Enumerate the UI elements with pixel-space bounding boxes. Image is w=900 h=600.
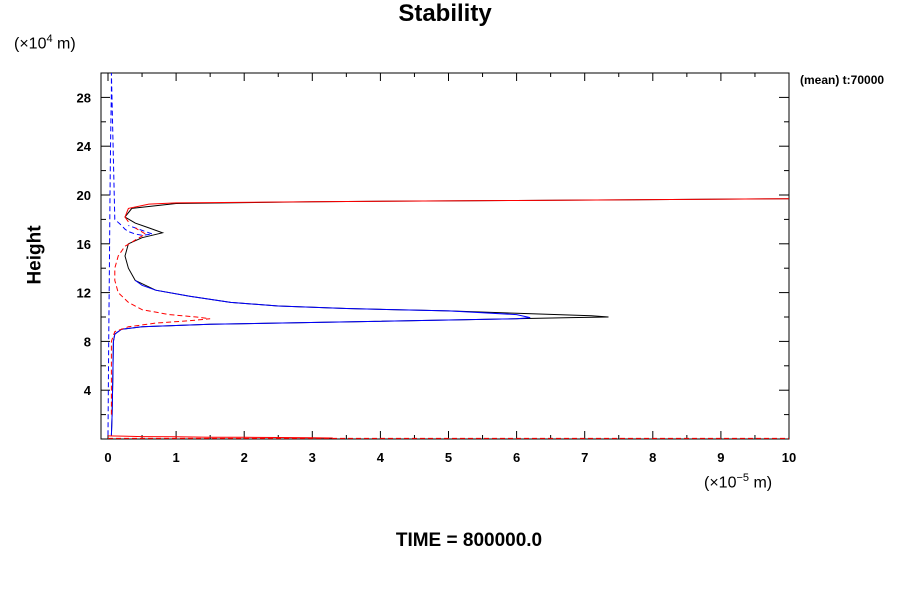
series-line-3 [107,72,153,436]
chart-title: Stability [398,0,492,27]
x-tick-label: 8 [649,450,656,465]
y-tick-label: 24 [77,139,92,154]
x-tick-label: 10 [782,450,796,465]
time-footer: TIME = 800000.0 [395,530,543,551]
series-line-4 [124,198,790,223]
x-tick-label: 5 [445,450,452,465]
y-tick-label: 8 [84,334,91,349]
x-tick-label: 1 [172,450,179,465]
y-tick-label: 16 [77,237,91,252]
x-unit-label: (×10−5 m) [704,472,773,492]
x-tick-label: 4 [377,450,385,465]
x-tick-label: 0 [104,450,111,465]
series-line-1 [110,198,790,436]
x-tick-label: 2 [241,450,248,465]
y-tick-label: 28 [77,90,91,105]
mean-time-annotation: (mean) t:70000 [800,73,885,87]
y-unit-label: (×104 m) [14,33,76,53]
x-tick-label: 7 [581,450,588,465]
series-line-5 [110,227,211,415]
y-tick-label: 20 [77,188,91,203]
x-tick-label: 6 [513,450,520,465]
y-tick-label: 12 [77,286,91,301]
series-group [107,72,790,439]
plot-frame [100,72,790,440]
x-tick-label: 9 [717,450,724,465]
series-line-6 [107,435,333,439]
series-line-2 [110,279,531,436]
y-tick-label: 4 [84,383,92,398]
x-tick-label: 3 [309,450,316,465]
